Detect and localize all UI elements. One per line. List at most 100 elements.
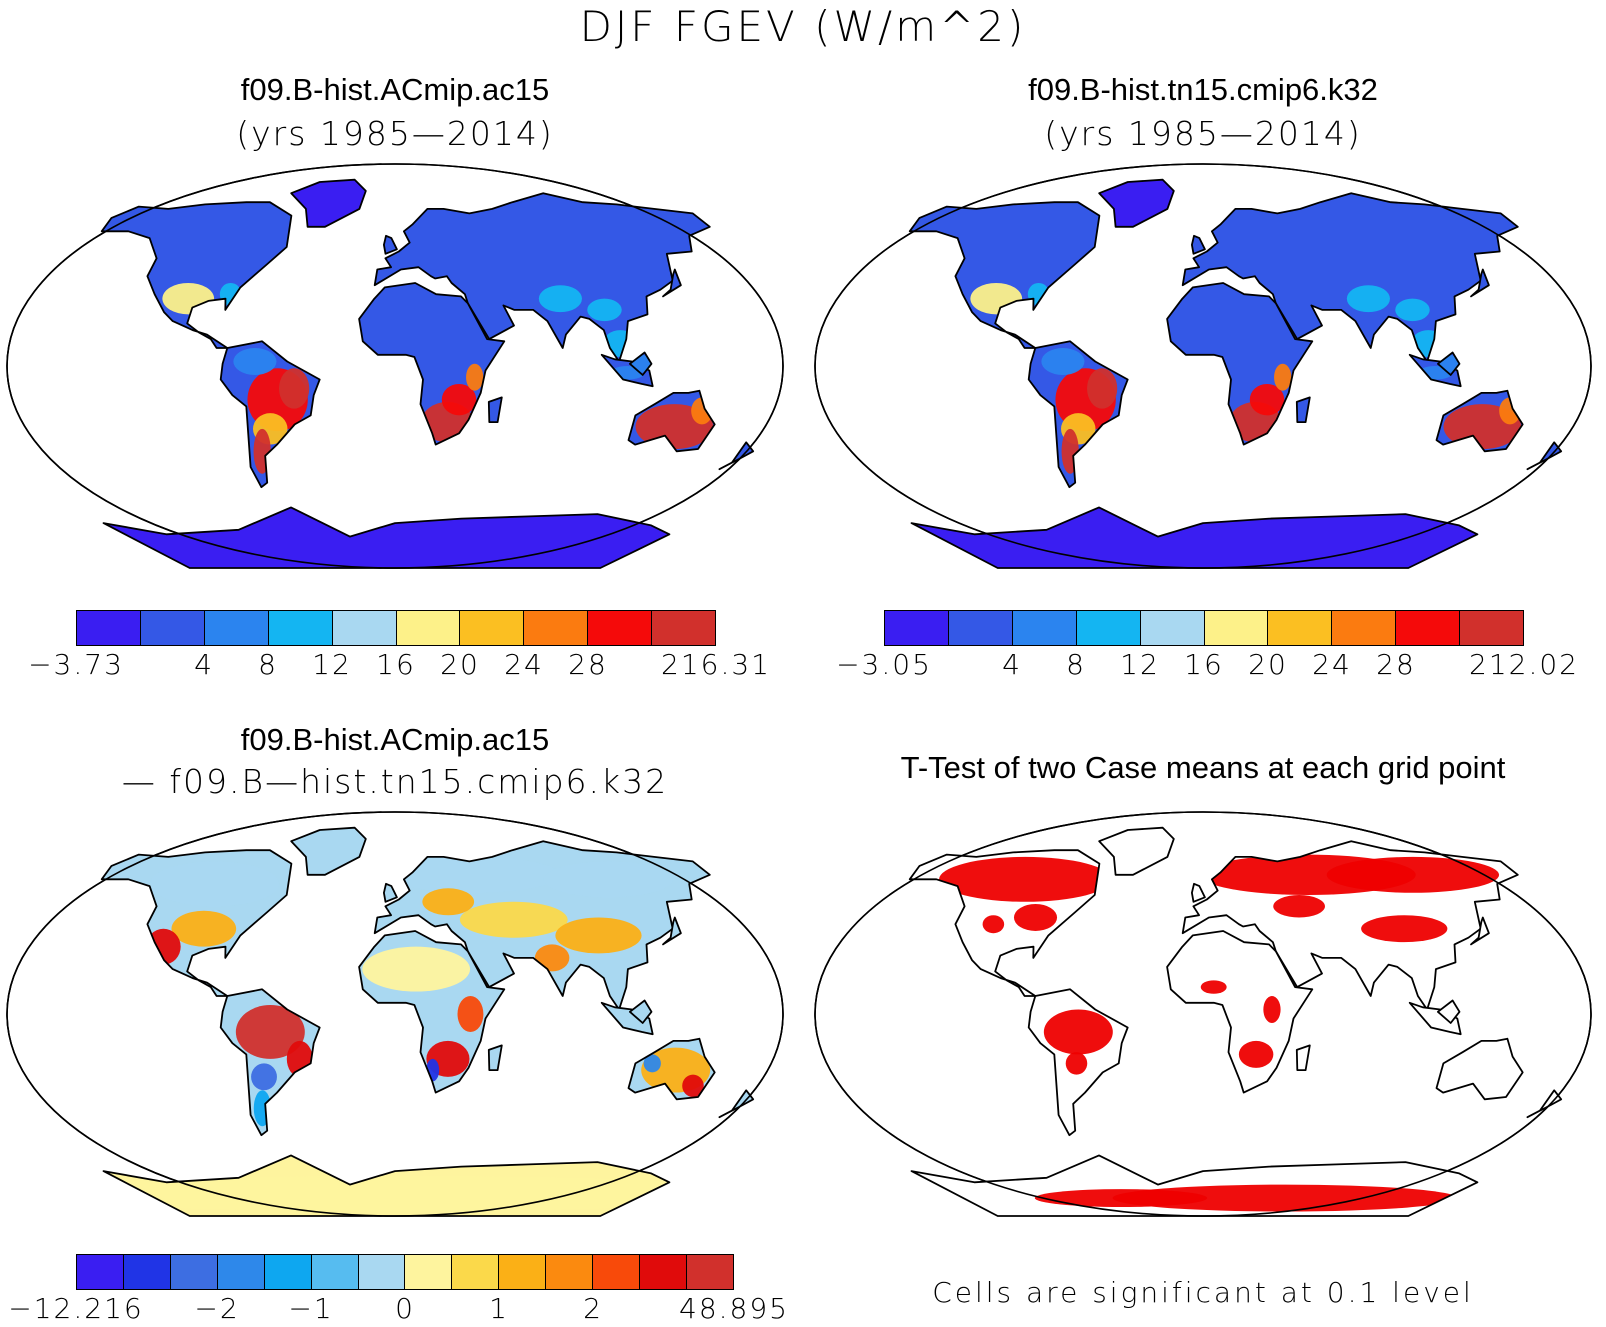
land-eurasia (374, 193, 710, 362)
colorbar-tick-label: 28 (568, 648, 608, 681)
coastline (1470, 268, 1490, 298)
colorbar-tick-label: 48.895 (679, 1292, 789, 1325)
coastline (910, 1154, 1479, 1217)
value-region (555, 917, 642, 954)
colorbar-tick-label: −3.05 (836, 648, 932, 681)
colorbar-tick-label: 8 (1066, 648, 1086, 681)
colorbar-tick-label: −12.216 (8, 1292, 144, 1325)
colorbar-tick-label: −3.73 (28, 648, 124, 681)
coastline (219, 340, 321, 489)
coastline (1408, 1001, 1462, 1036)
colorbar-swatch (1140, 611, 1205, 645)
value-region (1274, 363, 1292, 391)
land-newzealand (719, 1090, 754, 1118)
coastline (383, 882, 398, 903)
value-region (534, 944, 570, 972)
value-region (1087, 368, 1118, 409)
coastline (383, 234, 398, 255)
colorbar-swatch (1268, 611, 1333, 645)
land-namerica (101, 202, 292, 348)
panel-title-case2: f09.B-hist.tn15.cmip6.k32 (1028, 72, 1378, 107)
coastline (1295, 396, 1311, 423)
colorbar-swatch (264, 1255, 312, 1289)
coastline (1027, 340, 1129, 489)
panel-title-diff: f09.B-hist.ACmip.ac15 (240, 722, 550, 757)
coastline (1098, 826, 1175, 876)
value-region (1200, 980, 1227, 994)
panel-title-ttest: T-Test of two Case means at each grid po… (900, 750, 1506, 785)
value-region (1065, 1052, 1088, 1075)
coastline (1526, 1089, 1563, 1119)
colorbar-swatch (170, 1255, 218, 1289)
value-region (1034, 1189, 1208, 1208)
value-region (235, 1005, 305, 1059)
land-australia (1436, 1038, 1523, 1100)
colorbar-tick-label: 20 (1248, 648, 1288, 681)
value-region (1013, 904, 1058, 931)
coastline (1408, 353, 1462, 388)
value-region (682, 1074, 704, 1098)
colorbar-tick-label: 2 (583, 1292, 603, 1325)
coastline (600, 353, 654, 388)
land-newzealand (1527, 442, 1562, 470)
value-region (149, 861, 280, 907)
coastline (1166, 930, 1314, 1094)
coastline (600, 1001, 654, 1036)
land-newzealand (1527, 1090, 1562, 1118)
significance-note: Cells are significant at 0.1 level (932, 1276, 1474, 1309)
panel-title-case1: f09.B-hist.ACmip.ac15 (240, 72, 550, 107)
value-region (103, 1175, 670, 1212)
coastline (908, 849, 1101, 997)
panel-subtitle-diff: — f09.B—hist.tn15.cmip6.k32 (121, 762, 669, 801)
colorbar-swatch (77, 611, 141, 645)
land-indonesia (1409, 1002, 1461, 1035)
colorbar-swatch (652, 611, 716, 645)
colorbar-swatch (640, 1255, 687, 1289)
value-region (279, 368, 310, 409)
value-region (171, 910, 237, 947)
colorbar-swatch (452, 1255, 500, 1289)
value-region (587, 298, 622, 322)
coastline (662, 916, 682, 946)
land-eurasia (1182, 193, 1518, 362)
colorbar-tick-label: 12 (1120, 648, 1160, 681)
coastline (718, 441, 755, 471)
value-region (1346, 285, 1390, 313)
value-region (441, 383, 477, 416)
coastline (910, 506, 1479, 569)
value-region (387, 856, 560, 893)
coastline (1191, 882, 1206, 903)
value-region (233, 348, 277, 375)
map-border (6, 811, 784, 1217)
land-uk (383, 883, 397, 902)
value-region (1361, 915, 1448, 943)
colorbar-diff (76, 1254, 734, 1290)
colorbar-swatch (546, 1255, 594, 1289)
value-region (1326, 856, 1500, 893)
figure-title: DJF FGEV (W/m^2) (579, 2, 1027, 51)
value-region (422, 888, 475, 916)
colorbar-tick-label: 12 (312, 648, 352, 681)
value-region (982, 915, 1005, 934)
colorbar-tick-label: 8 (258, 648, 278, 681)
colorbar-swatch (1332, 611, 1397, 645)
colorbar-tick-label: 216.31 (661, 648, 771, 681)
coastline (1470, 916, 1490, 946)
colorbar-swatch (123, 1255, 171, 1289)
colorbar-swatch (686, 1255, 733, 1289)
coastline (100, 201, 293, 349)
value-region (1395, 298, 1430, 322)
colorbar-swatch (948, 611, 1013, 645)
colorbar-tick-label: 24 (504, 648, 544, 681)
coastline (1295, 1044, 1311, 1071)
colorbar-tick-label: 4 (1002, 648, 1022, 681)
map-border (814, 163, 1592, 569)
map-diff (6, 811, 784, 1217)
colorbar-swatch (204, 611, 269, 645)
colorbar-swatch (499, 1255, 547, 1289)
colorbar-swatch (268, 611, 333, 645)
value-region (362, 946, 471, 992)
colorbar-swatch (593, 1255, 641, 1289)
coastline (1435, 1037, 1524, 1101)
coastline (1027, 988, 1129, 1137)
